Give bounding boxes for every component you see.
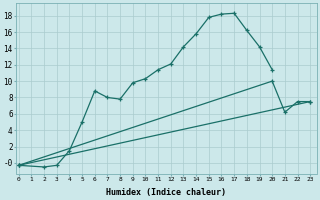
X-axis label: Humidex (Indice chaleur): Humidex (Indice chaleur) (106, 188, 226, 197)
